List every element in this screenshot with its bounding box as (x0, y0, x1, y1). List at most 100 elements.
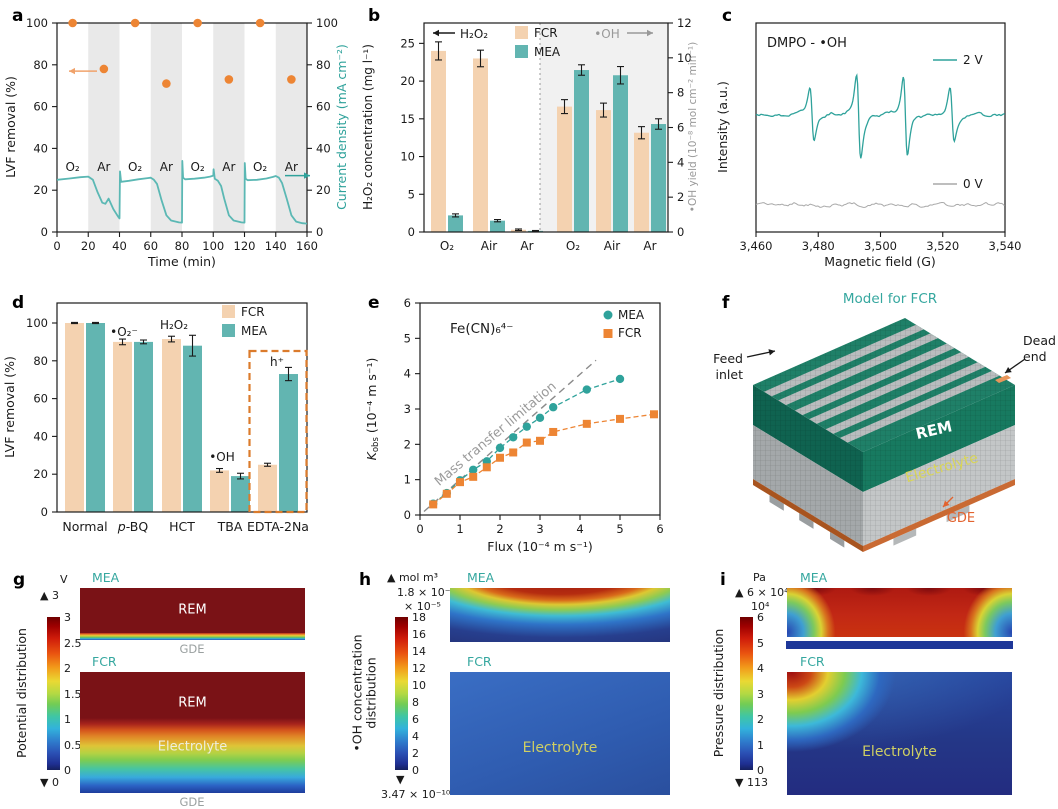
gas-phase-label: O₂ (128, 160, 142, 174)
gde-layer-right (863, 479, 1015, 552)
panel-g-potential-distribution: g V ▲ 3 3 2.5 2 1.5 1 0.5 0 ▼ 0 Potential dist… (0, 565, 355, 809)
y-right-tick-label: 10 (677, 51, 692, 65)
colorbar-min-arrow: ▼ 0 (40, 776, 59, 789)
colorbar-tick-label: 3 (757, 687, 764, 701)
mass-transfer-label: Mass transfer limitation (432, 379, 559, 489)
y-right-axis-title: •OH yield (10⁻⁸ mol cm⁻² min⁻¹) (687, 42, 699, 212)
dead-end-marker (995, 375, 1011, 383)
x-axis-title: Magnetic field (G) (824, 254, 936, 269)
foot (830, 531, 845, 548)
foot (799, 513, 814, 529)
y-left-tick-label: 60 (33, 100, 48, 114)
panel-letter-a: a (12, 6, 24, 26)
bar-mea (574, 70, 589, 233)
category-label: Ar (520, 239, 533, 253)
panel-a-lvf-current: a 0 20 40 60 80 100 120 140 160 0 20 40 60 80 100 0 20 40… (0, 0, 360, 285)
lvf-removal-points (68, 18, 296, 88)
axis-title-oh-concentration: •OH concentration distribution (349, 634, 379, 752)
x-tick-label: 120 (234, 239, 256, 253)
x-tick-label: 80 (175, 239, 190, 253)
y-tick-label: 0 (404, 508, 411, 522)
axis-title-potential: Potential distribution (13, 628, 29, 758)
legend-label-0v: 0 V (963, 177, 983, 191)
dead-end-label: Dead (1023, 333, 1056, 348)
legend-label-fcr: FCR (241, 305, 265, 319)
colorbar-tick-label: 8 (412, 696, 419, 709)
y-tick-label: 5 (404, 331, 411, 345)
y-tick-label: 1 (404, 473, 411, 487)
gas-phase-label: Ar (222, 160, 235, 174)
bar-fcr (557, 106, 572, 232)
x-tick-label: 3,480 (802, 239, 835, 253)
bar-mea (448, 215, 463, 232)
legend-marker-fcr (603, 329, 613, 338)
x-tick-label: 0 (416, 522, 423, 536)
diagram-title: Model for FCR (843, 291, 937, 307)
legend-label-mea: MEA (241, 324, 268, 338)
legend-label-fcr: FCR (534, 26, 558, 40)
category-label: Normal (62, 519, 107, 534)
colorbar-tick-label: 1 (64, 713, 71, 726)
map-label-mea: MEA (800, 570, 828, 585)
y-left-tick-label: 40 (33, 141, 48, 155)
y-tick-label: 6 (404, 296, 411, 310)
colorbar-scale: × 10⁻⁵ (404, 600, 441, 613)
heatmap-g-mea: REM (80, 588, 305, 640)
x-tick-label: 3,500 (864, 239, 897, 253)
bar-mea (651, 124, 666, 232)
colorbar-tick-label: 4 (412, 730, 419, 743)
gas-phase-label: O₂ (253, 160, 267, 174)
y-left-tick-label: 0 (408, 225, 415, 239)
colorbar-tick-label: 18 (412, 611, 426, 624)
gas-phase-label: Ar (160, 160, 173, 174)
panel-e-kobs-flux: e 0 1 2 3 4 5 6 0 1 2 3 4 5 6 Flux (10⁻⁴ m s⁻¹) Kobs (1… (350, 285, 695, 565)
epr-trace-0v (755, 202, 1005, 209)
y-tick-label: 3 (404, 402, 411, 416)
colorbar-tick-label: 6 (412, 713, 419, 726)
colorbar-tick-label: 0 (412, 764, 419, 777)
epr-trace-2v (755, 73, 1005, 159)
y-right-tick-label: 4 (677, 155, 684, 169)
colorbar-tick-label: 0 (757, 764, 764, 777)
colorbar-tick-label: 1.5 (64, 687, 82, 701)
ar-shading-band (88, 23, 120, 232)
panel-h-oh-distribution: h ▲ mol m³ 1.8 × 10⁻⁴ × 10⁻⁵ 18 16 14 12 10 8… (350, 565, 705, 809)
chart-e-scatter: 0 1 2 3 4 5 6 0 1 2 3 4 5 6 Flux (10⁻⁴ m s⁻¹) Kobs (10⁻… (364, 296, 664, 554)
y-left-axis-title: LVF removal (%) (3, 76, 18, 178)
y-right-tick-label: 80 (316, 58, 331, 72)
y-right-tick-label: 0 (316, 225, 323, 239)
ar-shading-band (275, 23, 307, 232)
bar-mea (86, 323, 105, 512)
foot (946, 505, 970, 523)
bar-mea (490, 220, 505, 232)
region-label-gde: GDE (179, 795, 205, 809)
colorbar-tick-label: 10 (412, 679, 426, 692)
gas-phase-label: O₂ (190, 160, 204, 174)
y-axis-title: Intensity (a.u.) (715, 81, 730, 173)
y-right-tick-label: 20 (316, 183, 331, 197)
x-tick-label: 60 (143, 239, 158, 253)
bar-mea (231, 476, 250, 512)
x-tick-label: 40 (112, 239, 127, 253)
y-tick-label: 2 (404, 437, 411, 451)
colorbar-min-value: 3.47 × 10⁻¹⁰ (381, 788, 451, 801)
bar-mea (183, 345, 202, 512)
legend-swatch-mea (222, 324, 235, 337)
colorbar-tick-label: 2.5 (64, 636, 82, 650)
colorbar-unit: Pa (753, 571, 766, 584)
x-tick-label: 140 (265, 239, 287, 253)
legend-label-mea: MEA (618, 308, 645, 322)
diagram-f-3d-model: Model for FCRFeedinletDeadendREMElectrol… (713, 291, 1056, 552)
gas-phase-label: Ar (285, 160, 298, 174)
colorbar-tick-label: 4 (757, 662, 764, 675)
panel-letter-d: d (12, 293, 25, 313)
y-right-tick-label: 0 (677, 225, 684, 239)
legend-label-fcr: FCR (618, 326, 642, 340)
map-label-mea: MEA (92, 570, 120, 585)
category-label: EDTA-2Na (247, 519, 309, 534)
ar-shading-band (150, 23, 182, 232)
category-label: Air (481, 239, 498, 253)
panel-letter-e: e (368, 293, 380, 313)
colorbar-min-arrow: ▼ (396, 773, 405, 786)
